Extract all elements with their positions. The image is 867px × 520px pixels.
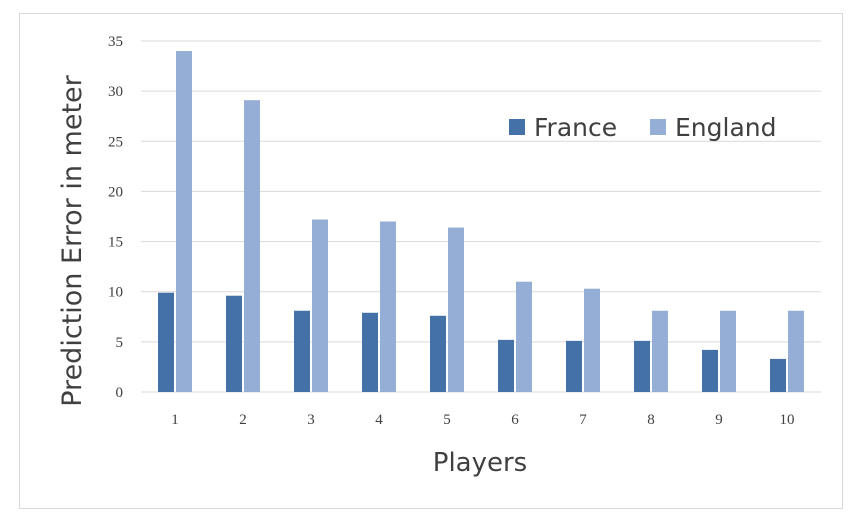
x-axis-title: Players — [433, 448, 527, 478]
legend-label-france: France — [534, 113, 617, 142]
x-tick-label: 3 — [307, 412, 315, 428]
bar-france-6 — [498, 339, 514, 392]
y-tick-label: 10 — [108, 285, 123, 301]
bar-england-2 — [244, 100, 260, 392]
bar-england-4 — [380, 221, 396, 392]
x-tick-label: 6 — [511, 412, 519, 428]
x-tick-label: 7 — [579, 412, 587, 428]
legend: France England — [509, 113, 777, 142]
y-tick-label: 0 — [116, 385, 124, 401]
gridlines — [141, 40, 821, 393]
bar-france-8 — [634, 340, 650, 392]
y-tick-label: 5 — [116, 335, 124, 351]
x-tick-label: 9 — [715, 412, 723, 428]
x-tick-label: 1 — [171, 412, 179, 428]
y-tick-label: 20 — [108, 184, 123, 200]
bar-england-9 — [720, 310, 736, 392]
bar-england-8 — [652, 310, 668, 392]
x-tick-label: 2 — [239, 412, 247, 428]
bar-france-4 — [362, 312, 378, 392]
y-tick-label: 35 — [108, 34, 123, 50]
bar-england-10 — [788, 310, 804, 392]
bar-england-5 — [448, 227, 464, 392]
y-tick-labels: 0 5 10 15 20 25 30 35 — [108, 34, 123, 401]
bar-england-1 — [176, 51, 192, 393]
bar-england-3 — [312, 219, 328, 392]
bar-france-5 — [430, 315, 446, 392]
y-axis-title: Prediction Error in meter — [57, 74, 88, 406]
bar-france-9 — [702, 349, 718, 392]
bars — [158, 51, 804, 393]
y-tick-label: 25 — [108, 134, 123, 150]
bar-england-7 — [584, 288, 600, 392]
legend-label-england: England — [675, 113, 777, 142]
bar-france-1 — [158, 292, 174, 392]
bar-france-10 — [770, 358, 786, 392]
bar-france-3 — [294, 310, 310, 392]
bar-england-6 — [516, 281, 532, 392]
x-tick-label: 4 — [375, 412, 383, 428]
x-tick-label: 5 — [443, 412, 451, 428]
y-tick-label: 15 — [108, 235, 123, 251]
x-tick-label: 10 — [780, 412, 795, 428]
y-tick-label: 30 — [108, 84, 123, 100]
bar-france-2 — [226, 295, 242, 392]
x-tick-labels: 1 2 3 4 5 6 7 8 9 10 — [171, 412, 794, 428]
x-tick-label: 8 — [647, 412, 655, 428]
chart-frame — [19, 13, 843, 509]
legend-swatch-france — [509, 119, 525, 135]
legend-swatch-england — [650, 119, 666, 135]
bar-france-7 — [566, 340, 582, 392]
